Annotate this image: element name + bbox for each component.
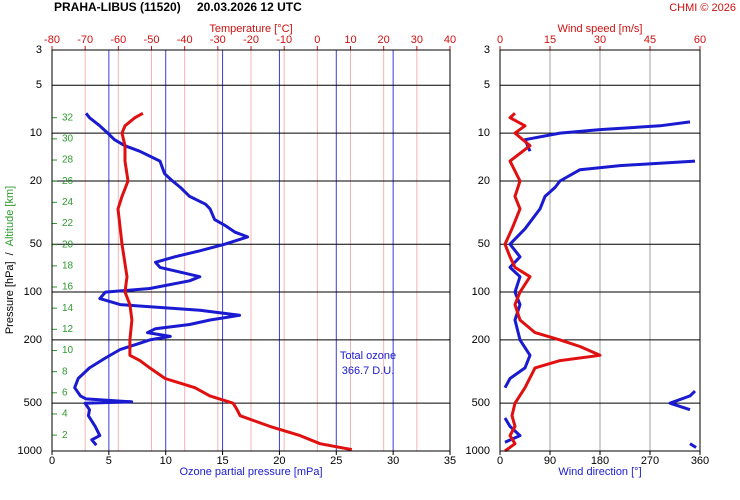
x2-tick-label: -70 [77, 34, 93, 46]
x-tick-label: 0 [497, 455, 503, 467]
y-tick-label: 200 [472, 334, 490, 346]
x-axis-label: Ozone partial pressure [mPa] [179, 466, 322, 478]
x-tick-label: 5 [106, 455, 112, 467]
x2-tick-label: 20 [378, 34, 390, 46]
x-tick-label: 20 [273, 455, 285, 467]
x2-tick-label: 0 [497, 34, 503, 46]
x2-tick-label: 60 [694, 34, 706, 46]
pressure-label: Pressure [hPa] [4, 261, 16, 334]
x-tick-label: 180 [591, 455, 609, 467]
x2-tick-label: -50 [144, 34, 160, 46]
source: CHMI © 2026 [669, 2, 736, 14]
x-tick-label: 30 [387, 455, 399, 467]
y-tick-label: 20 [478, 175, 490, 187]
x2-tick-label: 10 [344, 34, 356, 46]
altitude-tick-label: 10 [62, 345, 74, 356]
x2-tick-label: 40 [444, 34, 456, 46]
x-tick-label: 270 [641, 455, 659, 467]
altitude-tick-label: 28 [62, 155, 74, 166]
y-tick-label: 5 [484, 79, 490, 91]
annotation: Total ozone [340, 350, 396, 362]
x2-tick-label: -10 [276, 34, 292, 46]
y-tick-label: 20 [30, 175, 42, 187]
altitude-tick-label: 12 [62, 324, 74, 335]
x2-axis-label: Wind speed [m/s] [558, 23, 643, 35]
altitude-tick-label: 22 [62, 218, 74, 229]
altitude-tick-label: 24 [62, 197, 74, 208]
altitude-tick-label: 4 [62, 409, 68, 420]
y-tick-label: 5 [36, 79, 42, 91]
plot-frame [499, 49, 701, 452]
altitude-tick-label: 20 [62, 239, 74, 250]
x2-tick-label: -40 [177, 34, 193, 46]
x2-tick-label: 0 [314, 34, 320, 46]
x-tick-label: 15 [216, 455, 228, 467]
y-tick-label: 3 [36, 44, 42, 56]
x-tick-label: 25 [330, 455, 342, 467]
label-separator: / [4, 251, 16, 255]
y-tick-label: 500 [24, 397, 42, 409]
plot-frame [51, 49, 451, 452]
x2-tick-label: 30 [411, 34, 423, 46]
x-tick-label: 35 [444, 455, 456, 467]
x2-tick-label: -80 [44, 34, 60, 46]
y-tick-label: 50 [30, 238, 42, 250]
y-tick-label: 50 [478, 238, 490, 250]
x2-tick-label: -60 [110, 34, 126, 46]
x2-tick-label: -20 [243, 34, 259, 46]
y-tick-label: 3 [484, 44, 490, 56]
altitude-tick-label: 2 [62, 430, 68, 441]
y-tick-label: 100 [24, 286, 42, 298]
altitude-tick-label: 6 [62, 387, 68, 398]
altitude-tick-label: 8 [62, 366, 68, 377]
y-tick-label: 100 [472, 286, 490, 298]
x2-tick-label: 45 [644, 34, 656, 46]
y-tick-label: 1000 [18, 445, 42, 457]
altitude-tick-label: 18 [62, 260, 74, 271]
profile-line [73, 112, 250, 447]
chart-subtitle: 20.03.2026 12 UTC [197, 0, 302, 14]
x2-tick-label: -30 [210, 34, 226, 46]
y-tick-label: 500 [472, 397, 490, 409]
altitude-tick-label: 16 [62, 282, 74, 293]
annotation: 366.7 D.U. [342, 365, 395, 377]
profile-line [116, 111, 353, 452]
x-tick-label: 360 [691, 455, 709, 467]
x-tick-label: 0 [49, 455, 55, 467]
y-tick-label: 200 [24, 334, 42, 346]
x-tick-label: 90 [544, 455, 556, 467]
x2-tick-label: 30 [594, 34, 606, 46]
altitude-label: Altitude [km] [4, 186, 16, 247]
y-tick-label: 10 [478, 127, 490, 139]
profile-line [503, 120, 697, 449]
y-tick-label: 1000 [466, 445, 490, 457]
x-axis-label: Wind direction [°] [558, 466, 641, 478]
altitude-tick-label: 32 [62, 112, 74, 123]
x2-tick-label: 15 [544, 34, 556, 46]
profile-line [503, 112, 602, 453]
altitude-tick-label: 26 [62, 176, 74, 187]
y-axis-label: Pressure [hPa] / Altitude [km] [4, 186, 16, 334]
altitude-tick-label: 30 [62, 134, 74, 145]
altitude-tick-label: 14 [62, 303, 74, 314]
y-tick-label: 10 [30, 127, 42, 139]
chart-title: PRAHA-LIBUS (11520) [54, 0, 181, 14]
x-tick-label: 10 [160, 455, 172, 467]
x2-axis-label: Temperature [°C] [209, 23, 292, 35]
